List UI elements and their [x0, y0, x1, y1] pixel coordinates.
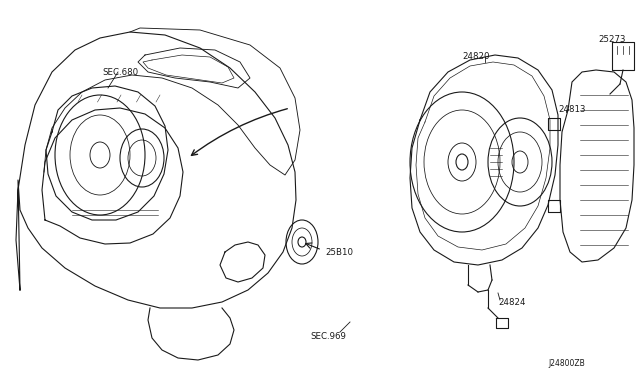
Text: SEC.680: SEC.680	[102, 68, 138, 77]
Text: J24800ZB: J24800ZB	[548, 359, 585, 368]
Text: SEC.969: SEC.969	[310, 332, 346, 341]
Text: 24824: 24824	[498, 298, 525, 307]
Text: 25273: 25273	[598, 35, 625, 44]
Text: 24813: 24813	[558, 105, 586, 114]
Text: 25B10: 25B10	[325, 248, 353, 257]
Text: 24820: 24820	[462, 52, 490, 61]
